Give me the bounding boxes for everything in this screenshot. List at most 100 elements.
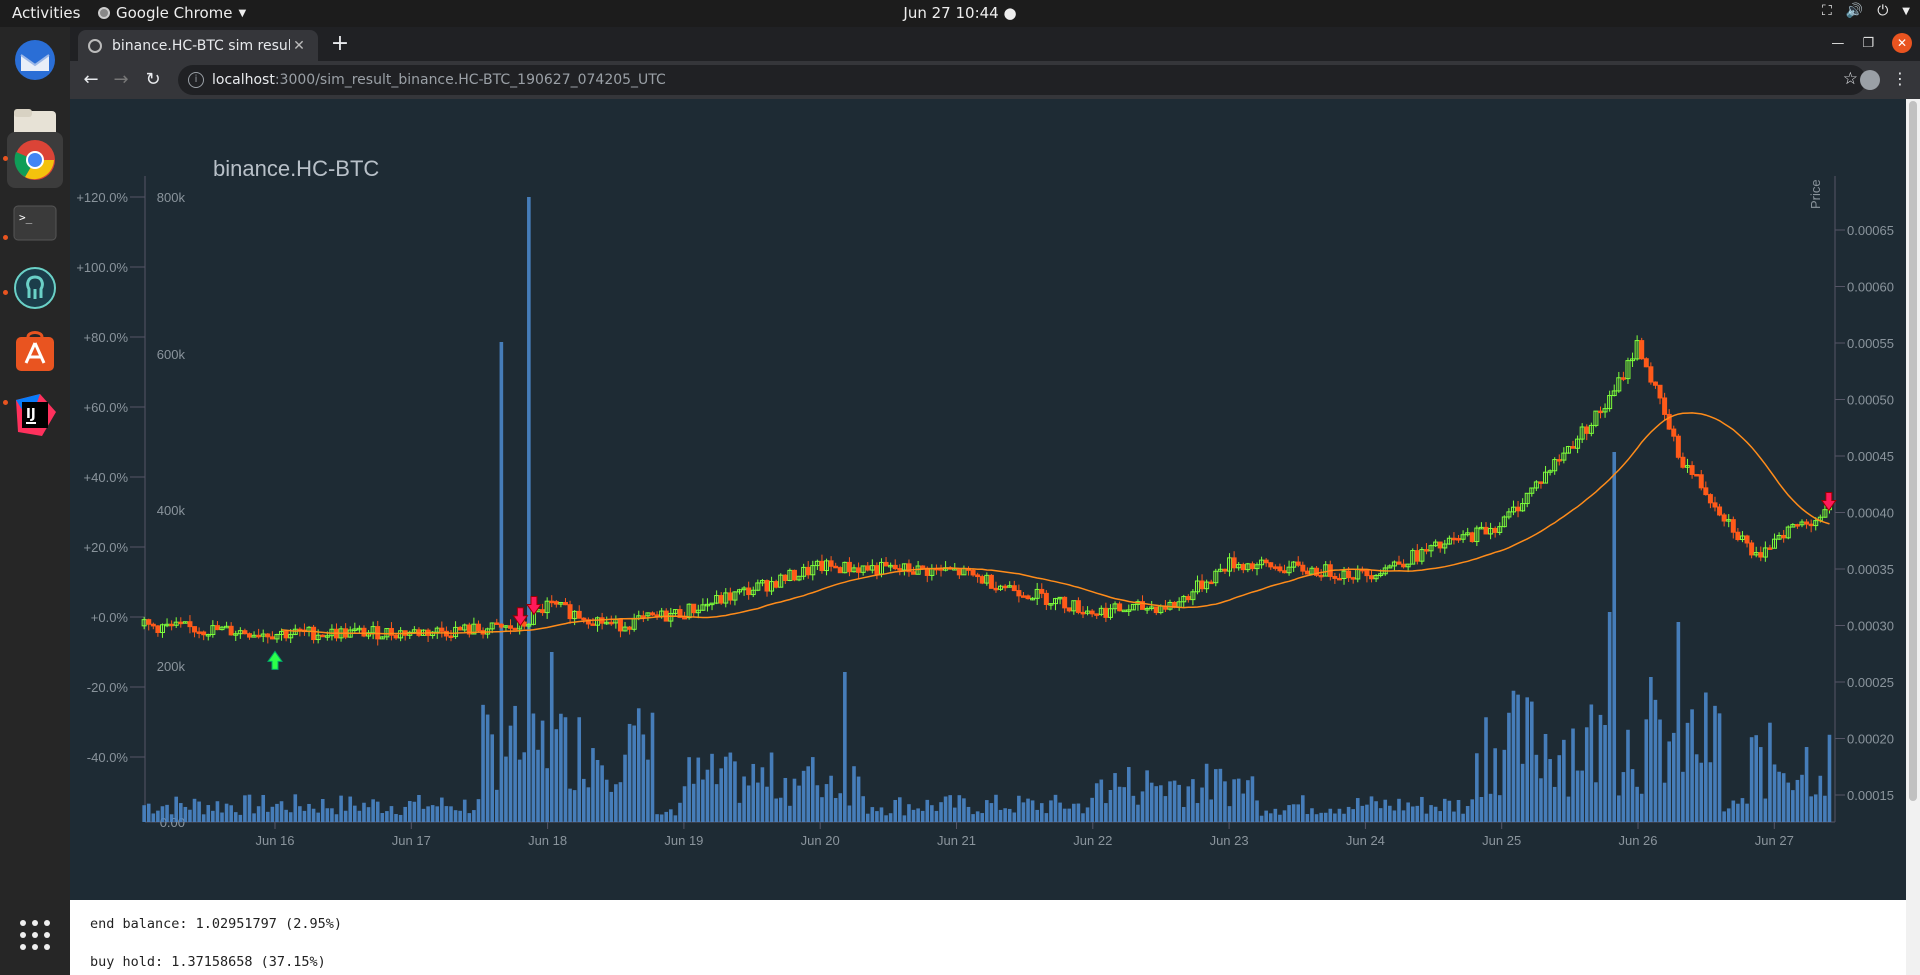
- volume-bar: [1415, 805, 1420, 822]
- candle-body: [1227, 557, 1233, 572]
- candle-body: [388, 628, 394, 636]
- candle-body: [1423, 549, 1429, 552]
- volume-bar: [302, 810, 307, 822]
- software-icon[interactable]: [7, 323, 63, 379]
- profile-avatar-icon[interactable]: [1860, 70, 1880, 90]
- volume-bar: [1149, 782, 1154, 822]
- tab-sim-result[interactable]: binance.HC-BTC sim resul ✕: [78, 30, 318, 61]
- volume-bar: [476, 799, 481, 822]
- candle-body: [453, 626, 459, 638]
- volume-bar: [1543, 733, 1548, 822]
- candle-body: [274, 633, 280, 640]
- volume-bar: [701, 779, 705, 822]
- volume-bar: [1223, 781, 1227, 822]
- volume-bar: [1681, 771, 1685, 822]
- minimize-icon[interactable]: —: [1831, 35, 1845, 51]
- candle-body: [1341, 570, 1347, 580]
- address-bar[interactable]: i localhost :3000/sim_result_binance.HC-…: [178, 65, 1866, 95]
- more-menu-icon[interactable]: ⋮: [1892, 69, 1908, 88]
- price-tick-label: 0.00025: [1847, 675, 1894, 690]
- volume-bar: [792, 778, 797, 822]
- candle-body: [723, 592, 729, 604]
- thunderbird-icon[interactable]: [7, 32, 63, 88]
- info-icon[interactable]: i: [188, 72, 204, 88]
- volume-bar: [1108, 790, 1113, 822]
- bookmark-star-icon[interactable]: ☆: [1842, 69, 1858, 89]
- candle-body: [627, 626, 633, 630]
- activities-button[interactable]: Activities: [12, 4, 81, 22]
- close-tab-icon[interactable]: ✕: [293, 37, 305, 54]
- volume-bar: [1667, 741, 1671, 822]
- volume-bar: [971, 814, 975, 822]
- candle-body: [544, 600, 550, 614]
- price-chart[interactable]: +120.0% +100.0% +80.0% +60.0% +40.0% +20.0% +0…: [70, 99, 1906, 899]
- clock[interactable]: Jun 27 10:44: [903, 4, 999, 22]
- volume-bar: [650, 712, 655, 822]
- volume-bar: [1635, 786, 1639, 822]
- candle-body: [1149, 606, 1155, 610]
- volume-bar: [1484, 717, 1488, 822]
- volume-bar: [435, 806, 440, 822]
- volume-bar: [1291, 804, 1296, 822]
- page-scrollbar[interactable]: [1906, 99, 1920, 975]
- volume-bar: [1493, 748, 1497, 822]
- volume-bar: [1099, 779, 1104, 822]
- back-arrow-icon[interactable]: ←: [83, 69, 99, 90]
- x-tick-label: Jun 24: [1346, 833, 1385, 848]
- volume-bar: [403, 806, 407, 822]
- volume-bar: [206, 805, 211, 822]
- volume-bar: [980, 813, 985, 822]
- volume-bar: [389, 806, 394, 822]
- volume-bar: [1731, 800, 1736, 822]
- app-grid-icon[interactable]: [7, 907, 63, 963]
- candle-body: [1570, 446, 1576, 449]
- candle-body: [1075, 600, 1081, 613]
- candle-body: [672, 609, 678, 614]
- candle-body: [1112, 603, 1118, 610]
- system-tray[interactable]: ⛶ 🔊 ⏻ ▼: [1822, 3, 1910, 19]
- scrollbar-thumb[interactable]: [1909, 101, 1917, 801]
- volume-bar: [1726, 808, 1731, 822]
- volume-bar: [1255, 800, 1259, 822]
- maximize-icon[interactable]: ❐: [1862, 35, 1874, 51]
- volume-bar: [733, 761, 737, 822]
- volume-bar: [1813, 794, 1818, 822]
- intellij-icon[interactable]: IJ: [7, 387, 63, 443]
- volume-bar: [1117, 786, 1122, 822]
- volume-bar: [266, 811, 270, 822]
- notification-dot-icon: ●: [998, 4, 1017, 22]
- candle-body: [1730, 519, 1736, 533]
- volume-bar: [1122, 787, 1127, 822]
- candle-body: [883, 561, 889, 567]
- close-window-icon[interactable]: ✕: [1892, 33, 1912, 53]
- terminal-icon[interactable]: >_: [7, 195, 63, 251]
- candle-body: [1501, 516, 1507, 528]
- volume-bar: [275, 803, 279, 822]
- chrome-icon[interactable]: [7, 132, 63, 188]
- volume-bar: [156, 810, 160, 822]
- volume-bar: [1067, 808, 1072, 822]
- candle-body: [1107, 608, 1113, 618]
- candle-body: [750, 589, 756, 596]
- candle-body: [585, 619, 591, 625]
- volume-bar: [192, 798, 197, 822]
- volume-bar: [1649, 677, 1653, 822]
- candle-body: [888, 564, 894, 568]
- reload-icon[interactable]: ↻: [145, 69, 161, 90]
- volume-bar: [998, 809, 1003, 822]
- candle-body: [1804, 521, 1810, 525]
- new-tab-button[interactable]: +: [330, 31, 350, 56]
- volume-bar: [879, 807, 884, 822]
- volume-bar: [1154, 786, 1159, 822]
- candle-body: [1098, 607, 1104, 615]
- forward-arrow-icon[interactable]: →: [113, 69, 129, 90]
- app-menu[interactable]: Google Chrome ▼: [98, 4, 246, 22]
- volume-bar: [577, 717, 582, 822]
- candle-body: [604, 621, 610, 625]
- volume-bar: [1401, 810, 1406, 822]
- volume-bar: [160, 806, 165, 822]
- volume-bar: [1397, 798, 1401, 822]
- candle-body: [645, 612, 651, 617]
- candle-body: [1034, 588, 1040, 599]
- gitkraken-icon[interactable]: [7, 260, 63, 316]
